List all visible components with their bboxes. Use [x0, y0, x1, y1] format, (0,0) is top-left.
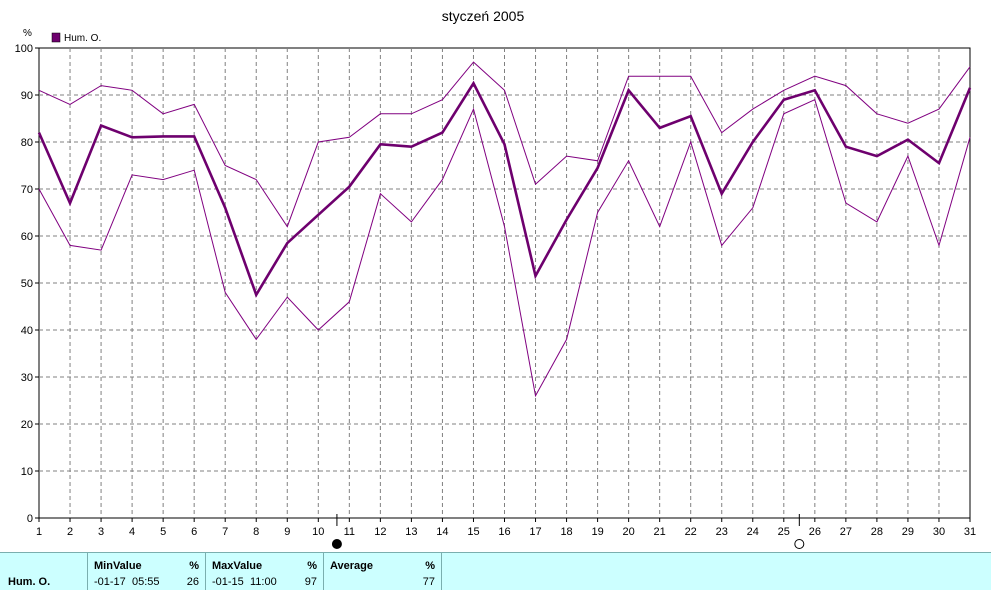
x-tick-label: 7 — [222, 526, 228, 538]
y-tick-label: 70 — [21, 184, 33, 196]
x-tick-label: 8 — [253, 526, 259, 538]
x-tick-label: 13 — [405, 526, 417, 538]
min-value-cell: MinValue % -01-17 05:55 26 — [88, 553, 206, 590]
x-tick-label: 17 — [529, 526, 541, 538]
min-value: 26 — [186, 576, 199, 588]
x-tick-label: 15 — [467, 526, 479, 538]
y-tick-label: 50 — [21, 278, 33, 290]
x-tick-label: 11 — [344, 526, 355, 538]
y-tick-label: 80 — [21, 137, 33, 149]
max-value-cell: MaxValue % -01-15 11:00 97 — [206, 553, 324, 590]
max-value-unit: % — [307, 560, 317, 572]
min-value-unit: % — [189, 560, 199, 572]
x-tick-label: 22 — [685, 526, 697, 538]
average-unit: % — [425, 560, 435, 572]
max-value-date: -01-15 — [212, 576, 244, 588]
y-tick-label: 60 — [21, 231, 33, 243]
full-moon-icon — [331, 539, 342, 549]
x-tick-label: 23 — [716, 526, 728, 538]
average-value: 77 — [422, 576, 435, 588]
x-tick-label: 3 — [98, 526, 104, 538]
x-tick-label: 21 — [654, 526, 666, 538]
x-tick-label: 18 — [560, 526, 572, 538]
x-tick-label: 31 — [964, 526, 976, 538]
series-line-min — [38, 99, 971, 398]
y-tick-label: 40 — [21, 325, 33, 337]
y-tick-label: 20 — [21, 419, 33, 431]
y-tick-label: 0 — [27, 513, 33, 525]
y-axis-unit: % — [23, 28, 32, 39]
series-line-average — [37, 80, 972, 298]
x-tick-label: 29 — [902, 526, 914, 538]
y-tick-label: 90 — [21, 90, 33, 102]
summary-panel: Hum. O. MinValue % -01-17 05:55 26 MaxVa… — [0, 552, 991, 590]
x-tick-label: 25 — [778, 526, 790, 538]
legend-swatch — [51, 32, 61, 43]
x-tick-label: 12 — [374, 526, 386, 538]
y-tick-label: 30 — [21, 372, 33, 384]
average-cell: Average % 77 — [324, 553, 442, 590]
x-tick-label: 10 — [312, 526, 324, 538]
x-tick-label: 9 — [284, 526, 290, 538]
summary-row-label: Hum. O. — [8, 576, 51, 588]
x-tick-label: 1 — [36, 526, 42, 538]
series-line-max — [38, 61, 971, 228]
x-tick-label: 5 — [160, 526, 166, 538]
x-tick-label: 24 — [747, 526, 759, 538]
max-value-header: MaxValue — [212, 560, 263, 572]
min-value-time: 05:55 — [132, 576, 160, 588]
min-value-header: MinValue — [94, 560, 142, 572]
x-tick-label: 30 — [933, 526, 945, 538]
x-tick-label: 27 — [840, 526, 852, 538]
x-tick-label: 26 — [809, 526, 821, 538]
x-tick-label: 16 — [498, 526, 510, 538]
x-tick-label: 19 — [591, 526, 603, 538]
legend-label: Hum. O. — [64, 33, 101, 44]
x-tick-label: 4 — [129, 526, 135, 538]
new-moon-icon — [794, 539, 805, 549]
chart: styczeń 2005 % Hum. O. 0 10 20 30 40 50 60 70 80… — [15, 8, 976, 549]
average-header: Average — [330, 560, 374, 572]
y-tick-label: 10 — [21, 466, 33, 478]
chart-title: styczeń 2005 — [442, 8, 525, 24]
max-value: 97 — [304, 576, 317, 588]
x-tick-label: 2 — [67, 526, 73, 538]
x-tick-label: 6 — [191, 526, 197, 538]
x-tick-label: 14 — [436, 526, 448, 538]
min-value-date: -01-17 — [94, 576, 126, 588]
summary-row-label-cell: Hum. O. — [0, 553, 88, 590]
max-value-time: 11:00 — [250, 576, 277, 588]
x-tick-label: 20 — [623, 526, 635, 538]
summary-empty-cell — [442, 553, 990, 590]
y-tick-label: 100 — [15, 43, 33, 55]
x-tick-label: 28 — [871, 526, 883, 538]
